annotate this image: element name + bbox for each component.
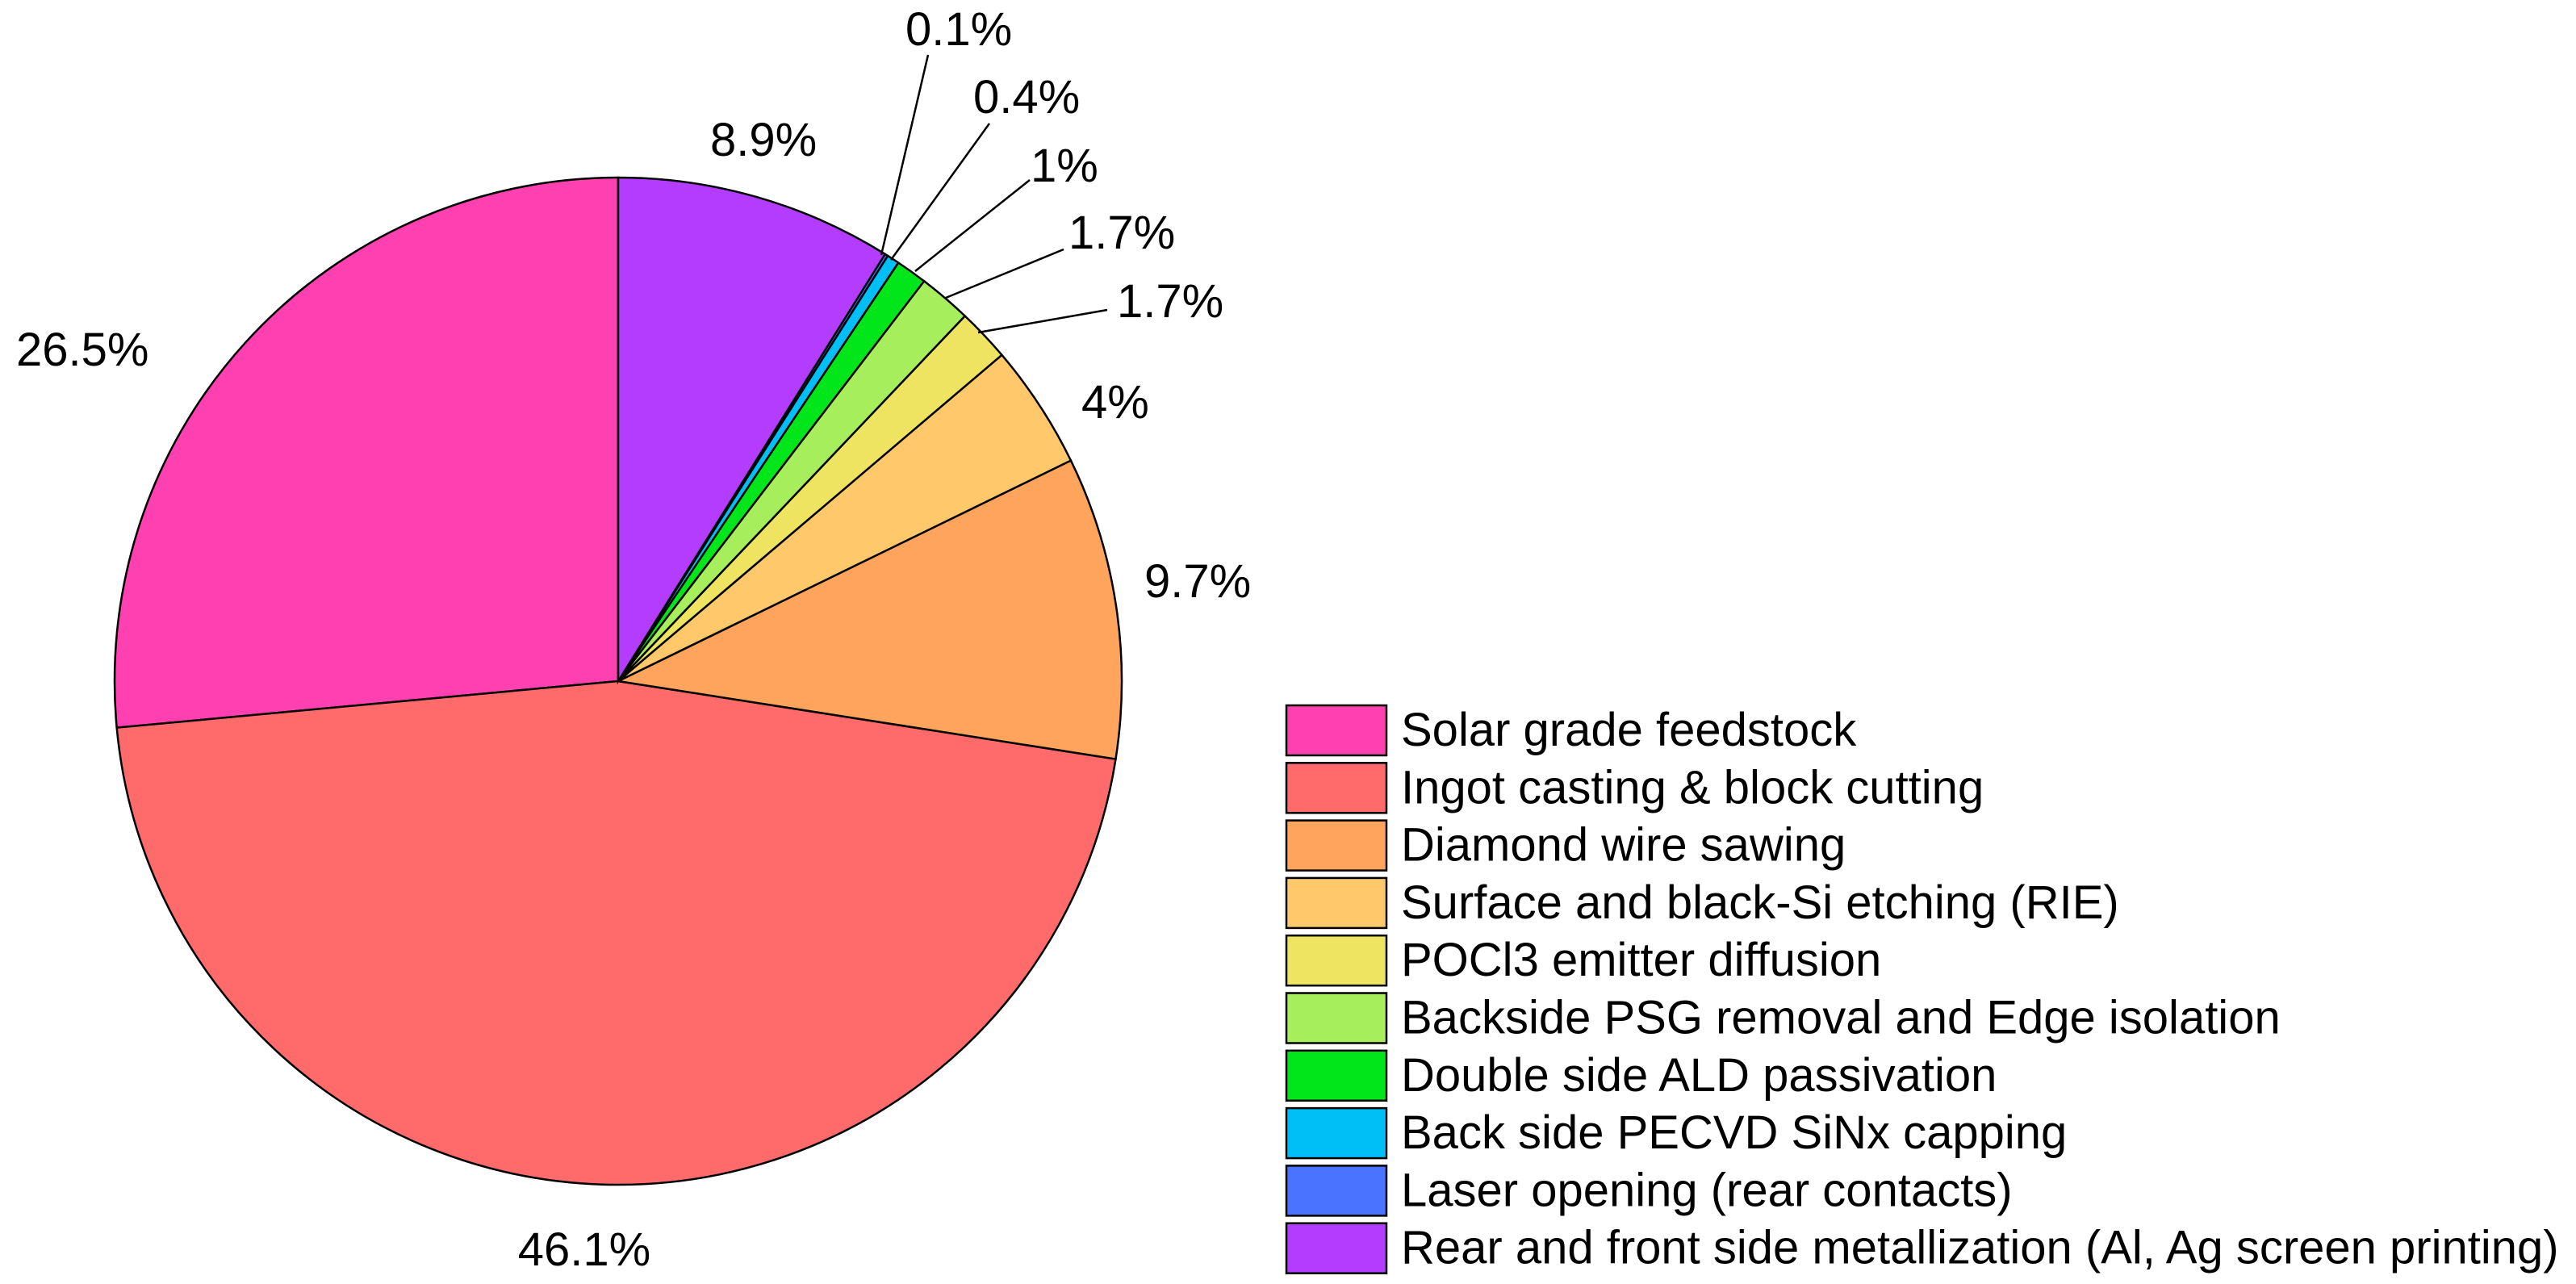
legend-label: Surface and black-Si etching (RIE): [1401, 876, 2119, 929]
pie-slice-diamond-wire-sawing: [614, 458, 1123, 760]
leader-line-pocl3-emitter-diffusion: [977, 308, 1108, 334]
pie-slices: [113, 176, 1123, 1186]
legend-swatch: [1285, 819, 1388, 872]
pie-leader-lines: [880, 54, 1108, 334]
legend-label: Rear and front side metallization (Al, A…: [1401, 1222, 2559, 1274]
legend-swatch: [1285, 762, 1388, 814]
legend-swatch: [1285, 876, 1388, 930]
legend-label: POCl3 emitter diffusion: [1401, 934, 1881, 986]
legend-label: Double side ALD passivation: [1401, 1049, 1997, 1102]
pie-data-labels: 26.5% 46.1% 9.7% 4% 1.7% 1.7% 1% 0.4% 0.1% 8.9%: [16, 3, 1251, 1276]
data-label-ingot-casting-block-cutting: 46.1%: [518, 1223, 650, 1276]
legend-swatch: [1285, 1049, 1388, 1102]
legend-item-solar-grade-feedstock: Solar grade feedstock: [1285, 704, 1857, 757]
data-label-surface-and-black-si-etching-rie: 4%: [1081, 376, 1149, 429]
legend-swatch: [1285, 1165, 1388, 1217]
legend-label: Backside PSG removal and Edge isolation: [1401, 992, 2281, 1044]
data-label-backside-psg-removal-and-edge-isolation: 1.7%: [1068, 207, 1175, 259]
legend-label: Diamond wire sawing: [1401, 819, 1846, 872]
pie-slice-ingot-casting-block-cutting: [115, 680, 1117, 1186]
legend-item-surface-and-black-si-etching-rie: Surface and black-Si etching (RIE): [1285, 876, 2119, 930]
data-label-rear-and-front-side-metallization-al-ag-screen-printing: 8.9%: [710, 114, 817, 166]
legend-swatch: [1285, 1222, 1388, 1274]
legend-label: Solar grade feedstock: [1401, 704, 1857, 756]
leader-line-double-side-ald-passivation: [914, 179, 1031, 272]
data-label-double-side-ald-passivation: 1%: [1031, 140, 1098, 192]
legend-swatch: [1285, 992, 1388, 1044]
legend-item-laser-opening-rear-contacts: Laser opening (rear contacts): [1285, 1164, 2013, 1217]
legend-label: Back side PECVD SiNx capping: [1401, 1106, 2067, 1159]
legend-swatch: [1285, 704, 1388, 757]
data-label-pocl3-emitter-diffusion: 1.7%: [1117, 275, 1223, 328]
data-label-back-side-pecvd-sinx-capping: 0.4%: [973, 71, 1080, 123]
legend-swatch: [1285, 1106, 1388, 1160]
legend-item-double-side-ald-passivation: Double side ALD passivation: [1285, 1049, 1997, 1102]
legend-label: Ingot casting & block cutting: [1401, 761, 1984, 813]
legend-swatch: [1285, 934, 1388, 987]
leader-line-back-side-pecvd-sinx-capping: [889, 123, 991, 261]
legend-item-diamond-wire-sawing: Diamond wire sawing: [1285, 819, 1846, 872]
leader-line-laser-opening-rear-contacts: [880, 54, 930, 256]
legend-item-backside-psg-removal-and-edge-isolation: Backside PSG removal and Edge isolation: [1285, 992, 2281, 1044]
legend-item-ingot-casting-block-cutting: Ingot casting & block cutting: [1285, 761, 1984, 814]
leader-line-backside-psg-removal-and-edge-isolation: [945, 248, 1064, 299]
legend-item-rear-and-front-side-metallization-al-ag-screen-printing: Rear and front side metallization (Al, A…: [1285, 1222, 2559, 1274]
data-label-laser-opening-rear-contacts: 0.1%: [905, 3, 1012, 56]
legend-label: Laser opening (rear contacts): [1401, 1164, 2013, 1216]
legend-item-pocl3-emitter-diffusion: POCl3 emitter diffusion: [1285, 934, 1881, 987]
pie-slice-solar-grade-feedstock: [113, 176, 620, 730]
data-label-solar-grade-feedstock: 26.5%: [16, 324, 148, 376]
pie-slice-rear-and-front-side-metallization-al-ag-screen-printing: [617, 176, 887, 685]
legend-item-back-side-pecvd-sinx-capping: Back side PECVD SiNx capping: [1285, 1106, 2067, 1160]
data-label-diamond-wire-sawing: 9.7%: [1144, 555, 1251, 608]
